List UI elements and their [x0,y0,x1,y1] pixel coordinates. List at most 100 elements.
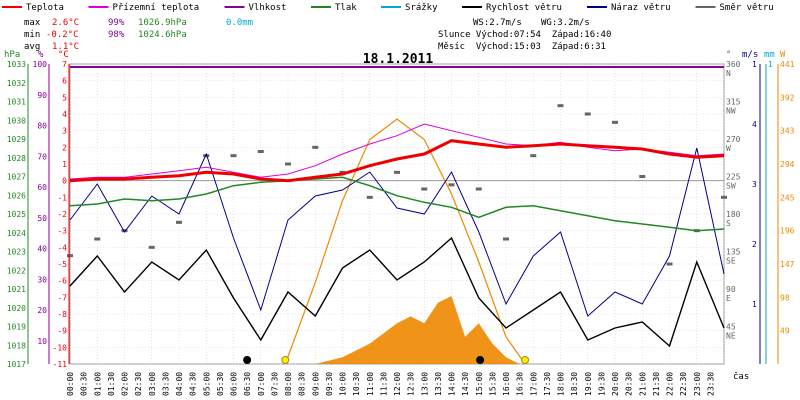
wind-direction-mark [94,237,101,241]
legend-label-7: Směr větru [720,3,774,13]
x-tick: 05:30 [216,372,225,396]
temp-tick: 0 [62,177,67,186]
stats-min-label: min [24,30,40,40]
wind-direction-mark [448,183,455,187]
dir-name: SW [726,182,736,191]
x-tick: 10:00 [339,372,348,396]
temp-tick: -7 [57,293,67,302]
sun-tick: 441 [780,60,795,69]
sun-tick: 392 [780,93,795,102]
wind-direction-mark [366,195,373,199]
press-tick: 1023 [7,248,26,257]
wind-direction-mark [394,170,400,174]
temp-tick: -6 [57,277,67,286]
hum-unit: % [38,50,44,60]
wind-gust-line [69,147,725,317]
stats-min-temp: -0.2°C [46,30,79,40]
wind-direction-mark [339,170,346,174]
sun-tick: 98 [780,293,790,302]
x-tick: 16:30 [516,372,525,396]
temp-tick: -9 [57,327,67,336]
solar-curve [284,118,526,365]
press-tick: 1026 [7,191,26,200]
legend-label-6: Náraz větru [611,3,671,13]
dir-tick: 180 [726,210,741,219]
x-tick: 06:00 [230,372,239,396]
press-unit: hPa [4,50,20,60]
wind-direction-mark [557,104,564,108]
wind-direction-mark [257,150,264,153]
stats-avg-temp: 1.1°C [52,42,79,52]
stats-max-press: 1026.9hPa [138,18,187,28]
wind-direction-mark [203,154,210,158]
x-tick: 10:30 [352,372,361,396]
hum-tick: 90 [37,91,47,100]
x-tick: 12:00 [393,372,402,396]
wind-direction-mark [721,195,727,199]
temp-tick: -5 [57,260,67,269]
temp-tick: -10 [53,343,68,352]
wind-direction-mark [230,154,237,158]
wind-direction-mark [121,229,128,233]
temp-tick: -2 [57,210,67,219]
x-tick: 23:00 [693,372,702,396]
marker-moonrise [476,356,485,364]
wind-tick: 1 [752,300,757,309]
x-tick: 01:00 [93,372,102,396]
stats-max-temp: 2.6°C [52,18,79,28]
dir-tick: 225 [726,173,741,182]
x-tick: 20:30 [625,372,634,396]
x-tick: 06:30 [243,372,252,396]
marker-sunrise [281,356,290,364]
temp-tick: 3 [62,127,67,136]
plot-area [67,63,727,365]
temp-tick: 7 [62,60,67,69]
hum-tick: 70 [37,152,47,161]
x-tick: 17:30 [543,372,552,396]
hum-tick: 50 [37,214,47,223]
sun-tick: 245 [780,193,795,202]
x-tick: 04:30 [189,372,198,396]
x-tick: 18:30 [570,372,579,396]
pressure-line [69,176,725,232]
hum-tick: 80 [37,122,47,131]
dir-name: S [726,219,731,228]
x-tick: 15:00 [475,372,484,396]
temp-tick: 4 [62,110,67,119]
x-tick: 20:00 [611,372,620,396]
press-tick: 1017 [7,360,26,369]
x-tick: 13:30 [434,372,443,396]
wind-direction-mark [148,245,155,249]
wind-direction-mark [67,254,73,258]
stats-max-hum: 99% [108,18,125,28]
temp-tick: -8 [57,310,67,319]
info-wg: WG:3.2m/s [541,18,590,28]
x-tick: 13:00 [420,372,429,396]
stats-block: max 2.6°C 99% 1026.9hPa 0.0mm min -0.2°C… [24,18,253,52]
dir-name: SE [726,257,736,266]
sun-tick: 196 [780,227,795,236]
press-tick: 1024 [7,229,26,238]
dir-tick: 315 [726,98,741,107]
dir-tick: 45 [726,323,736,332]
x-tick: 14:30 [461,372,470,396]
wind-direction-mark [612,120,618,124]
wind-direction-mark [475,187,482,191]
info-block: WS:2.7m/s WG:3.2m/s Slunce Východ:07:54 … [438,18,611,52]
marker-sunset [521,356,530,364]
x-tick: 03:00 [148,372,157,396]
x-tick: 07:00 [257,372,266,396]
dir-tick: 90 [726,285,736,294]
time-unit: čas [733,371,749,382]
wind-tick: 3 [752,180,757,189]
press-tick: 1021 [7,285,26,294]
info-sun: Slunce Východ:07:54 Západ:16:40 [438,30,611,40]
press-tick: 1018 [7,341,26,350]
sun-tick: 147 [780,260,795,269]
temp-tick: -3 [57,227,67,236]
sun-unit: W [780,50,786,60]
press-tick: 1019 [7,323,26,332]
dir-name: W [726,144,731,153]
